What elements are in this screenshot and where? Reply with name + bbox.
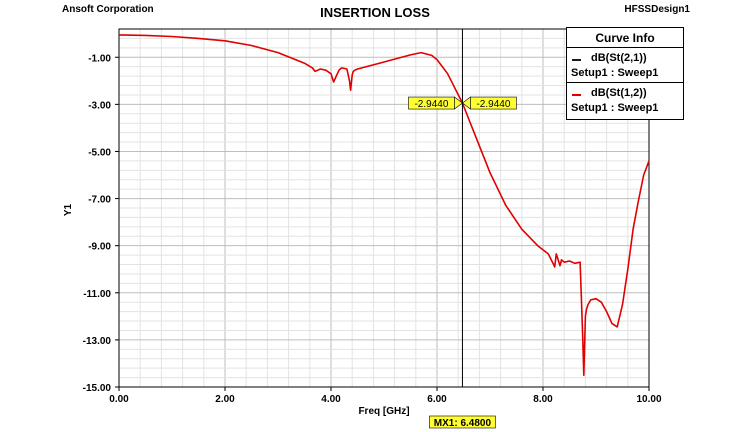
legend-entry[interactable]: dB(St(2,1)) Setup1 : Sweep1	[567, 48, 683, 83]
legend-entry[interactable]: dB(St(1,2)) Setup1 : Sweep1	[567, 83, 683, 117]
legend-box[interactable]: Curve Info dB(St(2,1)) Setup1 : Sweep1 d…	[566, 27, 684, 120]
x-tick-label: 10.00	[636, 394, 661, 405]
y-tick-label: -3.00	[88, 100, 111, 111]
design-name: HFSSDesign1	[624, 4, 690, 15]
x-tick-label: 2.00	[215, 394, 235, 405]
marker-value-right: -2.9440	[476, 99, 510, 110]
marker-value-right-box	[470, 96, 517, 110]
x-tick-label: 6.00	[427, 394, 447, 405]
marker-mx1: -2.9440 -2.9440 MX1: 6.4800	[408, 29, 517, 429]
marker-label-box	[429, 415, 496, 429]
x-tick-label: 0.00	[109, 394, 129, 405]
x-tick-labels: 0.00 2.00 4.00 6.00 8.00 10.00	[109, 387, 662, 405]
y-tick-label: -9.00	[88, 242, 111, 253]
y-axis-label: Y1	[63, 203, 74, 216]
chart-title: INSERTION LOSS	[320, 5, 430, 20]
legend-swatch	[572, 94, 581, 96]
marker-label: MX1: 6.4800	[434, 418, 492, 429]
legend-series-setup: Setup1 : Sweep1	[571, 102, 659, 114]
x-tick-label: 4.00	[321, 394, 341, 405]
y-tick-labels: -1.00 -3.00 -5.00 -7.00 -9.00 -11.00 -13.00 -15…	[83, 53, 119, 394]
grid-lines	[119, 29, 649, 387]
series-line-dB(St(1,2))	[118, 34, 650, 377]
legend-title: Curve Info	[567, 28, 683, 48]
legend-series-name: dB(St(1,2))	[591, 87, 647, 99]
x-tick-label: 8.00	[533, 394, 553, 405]
marker-value-left: -2.9440	[414, 99, 448, 110]
y-tick-label: -7.00	[88, 195, 111, 206]
y-tick-label: -13.00	[83, 336, 112, 347]
y-tick-label: -11.00	[83, 289, 111, 300]
legend-series-name: dB(St(2,1))	[591, 52, 647, 64]
y-tick-label: -1.00	[88, 53, 111, 64]
legend-series-setup: Setup1 : Sweep1	[571, 67, 659, 79]
company-label: Ansoft Corporation	[62, 4, 154, 15]
y-tick-label: -5.00	[88, 147, 111, 158]
legend-swatch	[572, 59, 581, 61]
plot-frame	[118, 28, 650, 388]
marker-pointer-left	[454, 96, 463, 110]
y-tick-label: -15.00	[83, 383, 112, 394]
x-axis-label: Freq [GHz]	[358, 406, 409, 417]
